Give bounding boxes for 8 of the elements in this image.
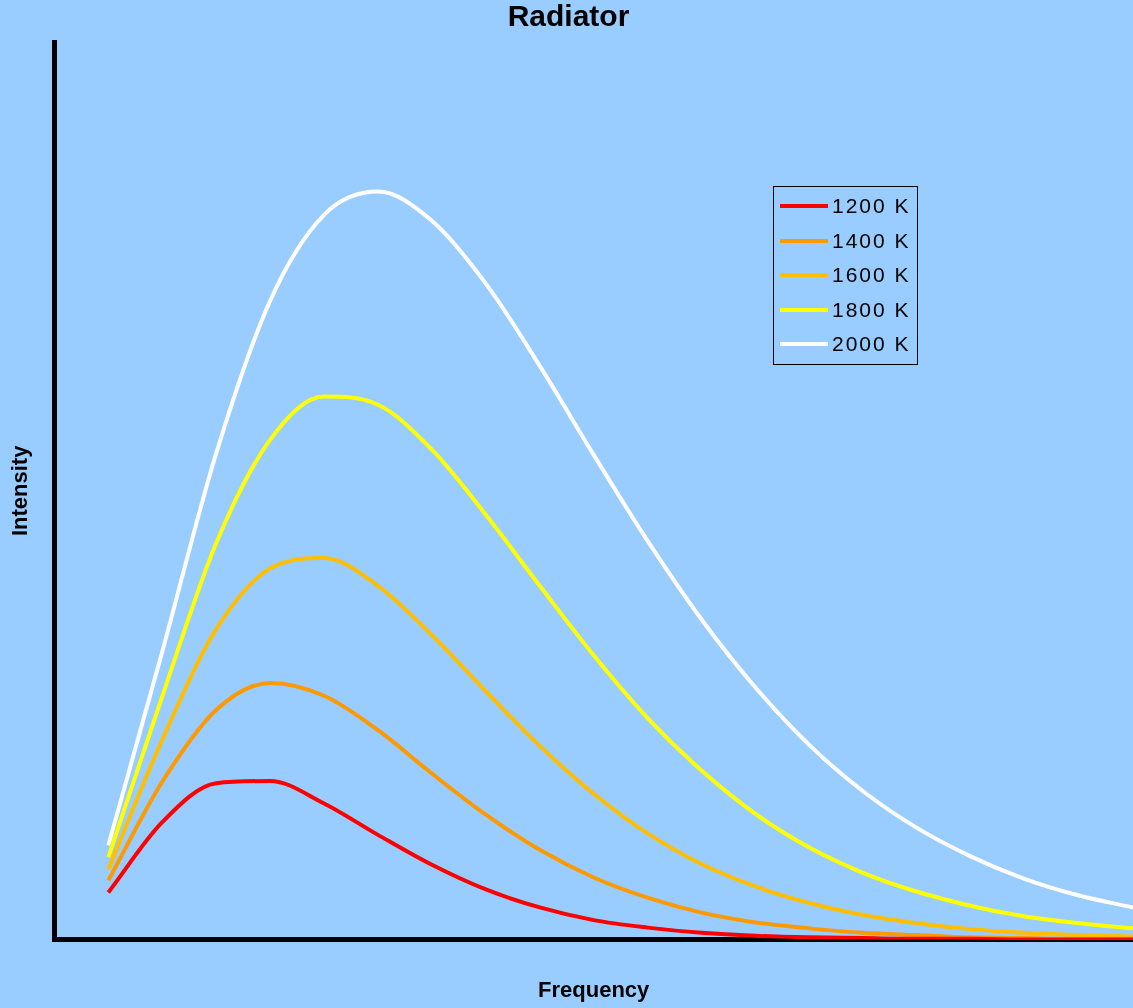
chart-title: Radiator xyxy=(507,0,630,33)
legend-label: 1600 K xyxy=(832,263,911,288)
legend-label: 1200 K xyxy=(832,194,911,219)
legend-label: 1400 K xyxy=(832,228,911,253)
y-axis-title: Intensity xyxy=(7,444,33,537)
legend-label: 2000 K xyxy=(832,332,911,357)
x-axis-title: Frequency xyxy=(538,976,651,1002)
legend-label: 1800 K xyxy=(832,297,911,322)
